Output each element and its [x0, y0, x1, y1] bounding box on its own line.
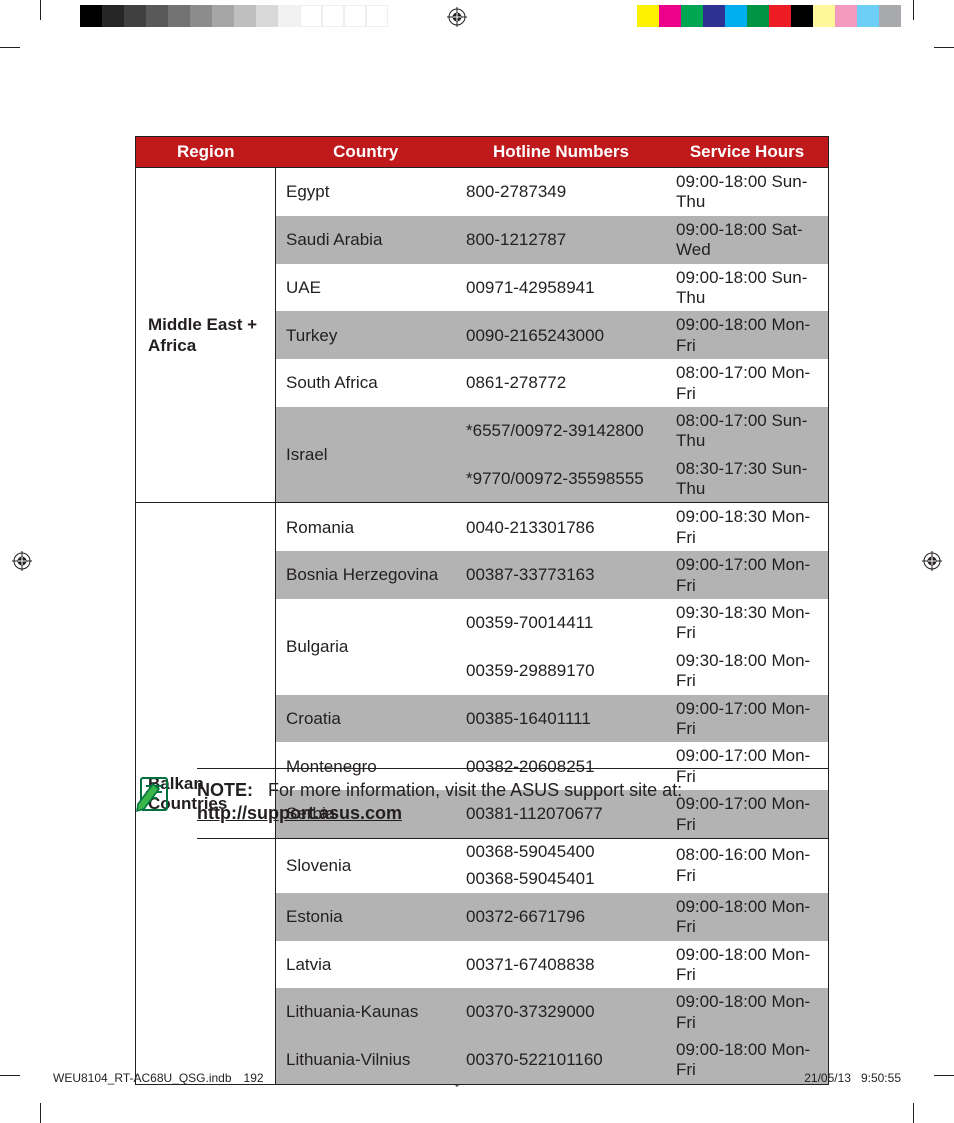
table-row: Middle East + AfricaEgypt800-278734909:0… — [136, 168, 829, 216]
country-cell: Estonia — [276, 893, 457, 941]
col-country: Country — [276, 137, 457, 168]
hours-cell: 09:00-18:00 Sun-Thu — [666, 264, 829, 312]
hours-cell: 09:00-17:00 Mon-Fri — [666, 551, 829, 599]
country-cell: UAE — [276, 264, 457, 312]
country-cell: Lithuania-Kaunas — [276, 988, 457, 1036]
hours-cell: 08:00-17:00 Mon-Fri — [666, 359, 829, 407]
footer-page: 192 — [244, 1071, 264, 1085]
col-region: Region — [136, 137, 276, 168]
col-hotline: Hotline Numbers — [456, 137, 666, 168]
hotline-cell: 00370-37329000 — [456, 988, 666, 1036]
hours-cell: 09:00-18:00 Mon-Fri — [666, 988, 829, 1036]
country-cell: South Africa — [276, 359, 457, 407]
country-cell: Bulgaria — [276, 599, 457, 695]
hours-cell: 09:00-17:00 Mon-Fri — [666, 695, 829, 743]
region-cell: Middle East + Africa — [136, 168, 276, 503]
hotline-cell: 00387-33773163 — [456, 551, 666, 599]
country-cell: Romania — [276, 503, 457, 551]
footer-time: 9:50:55 — [861, 1071, 901, 1085]
country-cell: Bosnia Herzegovina — [276, 551, 457, 599]
table-header-row: Region Country Hotline Numbers Service H… — [136, 137, 829, 168]
note-text: NOTE: For more information, visit the AS… — [197, 768, 829, 839]
hours-cell: 09:00-18:30 Mon-Fri — [666, 503, 829, 551]
hotline-cell: 00371-67408838 — [456, 941, 666, 989]
note-label: NOTE: — [197, 780, 253, 800]
table-row: Balkan CountriesRomania0040-21330178609:… — [136, 503, 829, 551]
hours-cell: 09:00-18:00 Sun-Thu — [666, 168, 829, 216]
hotline-cell: 00368-59045401 — [456, 865, 666, 892]
hotline-cell: 00359-29889170 — [456, 647, 666, 695]
registration-mark-icon — [12, 551, 32, 571]
hotline-cell: 00971-42958941 — [456, 264, 666, 312]
note-body: For more information, visit the ASUS sup… — [268, 780, 682, 800]
hours-cell: 08:00-16:00 Mon-Fri — [666, 838, 829, 893]
hotline-cell: *6557/00972-39142800 — [456, 407, 666, 455]
hotline-cell: 0090-2165243000 — [456, 311, 666, 359]
country-cell: Croatia — [276, 695, 457, 743]
hours-cell: 09:00-18:00 Mon-Fri — [666, 893, 829, 941]
hotline-cell: 800-1212787 — [456, 216, 666, 264]
country-cell: Egypt — [276, 168, 457, 216]
print-footer: WEU8104_RT-AC68U_QSG.indb 192 21/05/13 9… — [53, 1071, 901, 1085]
footer-filename: WEU8104_RT-AC68U_QSG.indb — [53, 1071, 232, 1085]
registration-mark-icon — [447, 7, 467, 27]
hours-cell: 09:00-18:00 Sat-Wed — [666, 216, 829, 264]
note-url: http://support.asus.com — [197, 803, 402, 823]
country-cell: Saudi Arabia — [276, 216, 457, 264]
hotline-cell: *9770/00972-35598555 — [456, 455, 666, 503]
hotline-cell: 800-2787349 — [456, 168, 666, 216]
hours-cell: 08:30-17:30 Sun-Thu — [666, 455, 829, 503]
printer-colorbar-grayscale — [80, 5, 388, 27]
country-cell: Israel — [276, 407, 457, 503]
printer-colorbar-cmyk — [637, 5, 901, 27]
hotline-cell: 00385-16401111 — [456, 695, 666, 743]
hotline-cell: 0861-278772 — [456, 359, 666, 407]
hours-cell: 09:00-18:00 Mon-Fri — [666, 941, 829, 989]
country-cell: Slovenia — [276, 838, 457, 893]
hours-cell: 08:00-17:00 Sun-Thu — [666, 407, 829, 455]
country-cell: Turkey — [276, 311, 457, 359]
footer-date: 21/05/13 — [804, 1071, 851, 1085]
hotline-cell: 0040-213301786 — [456, 503, 666, 551]
hotline-cell: 00368-59045400 — [456, 838, 666, 865]
hours-cell: 09:30-18:30 Mon-Fri — [666, 599, 829, 647]
registration-mark-icon — [922, 551, 942, 571]
hours-cell: 09:30-18:00 Mon-Fri — [666, 647, 829, 695]
country-cell: Latvia — [276, 941, 457, 989]
col-hours: Service Hours — [666, 137, 829, 168]
note-icon — [135, 774, 175, 814]
hotline-cell: 00372-6671796 — [456, 893, 666, 941]
hours-cell: 09:00-18:00 Mon-Fri — [666, 311, 829, 359]
hotline-cell: 00359-70014411 — [456, 599, 666, 647]
hotline-table: Region Country Hotline Numbers Service H… — [135, 136, 829, 1085]
